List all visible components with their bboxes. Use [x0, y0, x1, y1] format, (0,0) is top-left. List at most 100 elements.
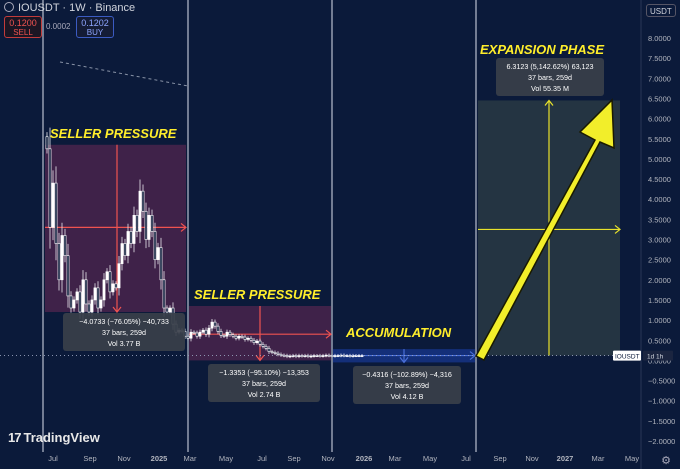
candle-body [333, 355, 337, 357]
candle-body [264, 345, 268, 349]
y-tick-label: 1.0000 [648, 316, 671, 325]
x-tick-label: Nov [321, 454, 335, 463]
candle-body [168, 307, 172, 313]
candle-body [309, 355, 313, 358]
x-tick-label: Nov [525, 454, 539, 463]
measure-bars: 37 bars, 259d [102, 328, 146, 337]
measure-box [496, 58, 604, 96]
candle-body [267, 348, 271, 352]
candle-body [201, 329, 205, 333]
y-tick-label: −0.5000 [648, 377, 675, 386]
candle-body [105, 271, 109, 281]
symbol-title[interactable]: IOUSDT · 1W · Binance [4, 2, 135, 14]
y-tick-label: −2.0000 [648, 437, 675, 446]
candle-body [72, 299, 76, 309]
candle-body [312, 355, 316, 357]
x-tick-label: Jul [257, 454, 267, 463]
y-tick-label: −1.5000 [648, 417, 675, 426]
candle-body [141, 190, 145, 212]
x-tick-label: Sep [287, 454, 300, 463]
x-tick-label: May [625, 454, 639, 463]
candle-body [186, 335, 190, 339]
y-tick-label: 6.0000 [648, 115, 671, 124]
candle-body [285, 355, 289, 357]
x-tick-label: May [423, 454, 437, 463]
buy-button[interactable]: 0.1202 BUY [76, 16, 114, 38]
candle-body [153, 231, 157, 260]
candle-body [276, 352, 280, 355]
candle-body [96, 287, 100, 309]
buy-label: BUY [86, 28, 104, 37]
candle-body [192, 331, 196, 334]
measure-volume: Vol 55.35 M [531, 84, 569, 93]
y-tick-label: 4.5000 [648, 175, 671, 184]
measure-1-h-arrow [180, 222, 187, 232]
candle-body [336, 355, 340, 357]
measure-4-h-arrow [614, 224, 621, 234]
price-tag-box [613, 350, 641, 361]
candle-body [231, 334, 235, 337]
candle-body [357, 355, 361, 357]
candle-body [321, 355, 325, 357]
candle-body [150, 215, 154, 232]
measure-delta: 6.3123 (5,142.62%) 63,123 [506, 62, 593, 71]
x-tick-label: 2025 [151, 454, 168, 463]
measure-3-v-arrow [399, 357, 409, 364]
candle-body [129, 231, 133, 244]
candle-body [252, 339, 256, 343]
candle-body [159, 247, 163, 281]
y-tick-label: 6.5000 [648, 94, 671, 103]
candle-body [219, 331, 223, 336]
candle-body [51, 182, 55, 228]
candle-body [144, 210, 148, 240]
candle-body [108, 271, 112, 293]
spread-value: 0.0002 [46, 22, 71, 31]
candle-body [147, 215, 151, 240]
candle-body [204, 329, 208, 335]
candle-body [225, 331, 229, 337]
candle-body [222, 335, 226, 337]
tradingview-logo: 17 TradingView [8, 430, 100, 445]
annotation-label: SELLER PRESSURE [194, 287, 321, 302]
candle-body [345, 355, 349, 357]
candle-body [78, 291, 82, 313]
measure-box [353, 366, 461, 404]
candle-body [57, 243, 61, 281]
x-tick-label: Mar [389, 454, 402, 463]
candle-body [162, 279, 166, 309]
candle-body [324, 354, 328, 357]
x-tick-label: Nov [117, 454, 131, 463]
x-tick-label: Sep [493, 454, 506, 463]
y-tick-label: 1.5000 [648, 296, 671, 305]
candle-body [69, 295, 73, 309]
y-tick-label: 7.0000 [648, 74, 671, 83]
sell-price: 0.1200 [9, 18, 37, 28]
candle-body [138, 190, 142, 232]
candle-body [126, 231, 130, 256]
candle-body [87, 303, 91, 313]
y-tick-label: 8.0000 [648, 34, 671, 43]
annotation-label: ACCUMULATION [345, 325, 452, 340]
candle-body [84, 279, 88, 305]
candle-body [66, 255, 70, 297]
candle-body [237, 335, 241, 339]
tradingview-wordmark: TradingView [23, 430, 100, 445]
x-tick-label: Jul [461, 454, 471, 463]
candle-body [234, 335, 238, 339]
candle-body [81, 279, 85, 313]
candle-body [288, 355, 292, 358]
candle-body [63, 235, 67, 256]
candle-body [189, 331, 193, 339]
candle-body [45, 136, 49, 150]
buy-price: 0.1202 [81, 18, 109, 28]
gear-icon[interactable]: ⚙ [661, 455, 671, 467]
symbol-label: IOUSDT · 1W · Binance [18, 2, 136, 14]
candle-body [216, 325, 220, 332]
candle-body [249, 337, 253, 341]
y-tick-label: 5.0000 [648, 155, 671, 164]
sell-button[interactable]: 0.1200 SELL [4, 16, 42, 38]
candle-body [165, 307, 169, 313]
currency-select[interactable]: USDT [646, 4, 676, 17]
candle-body [99, 299, 103, 309]
